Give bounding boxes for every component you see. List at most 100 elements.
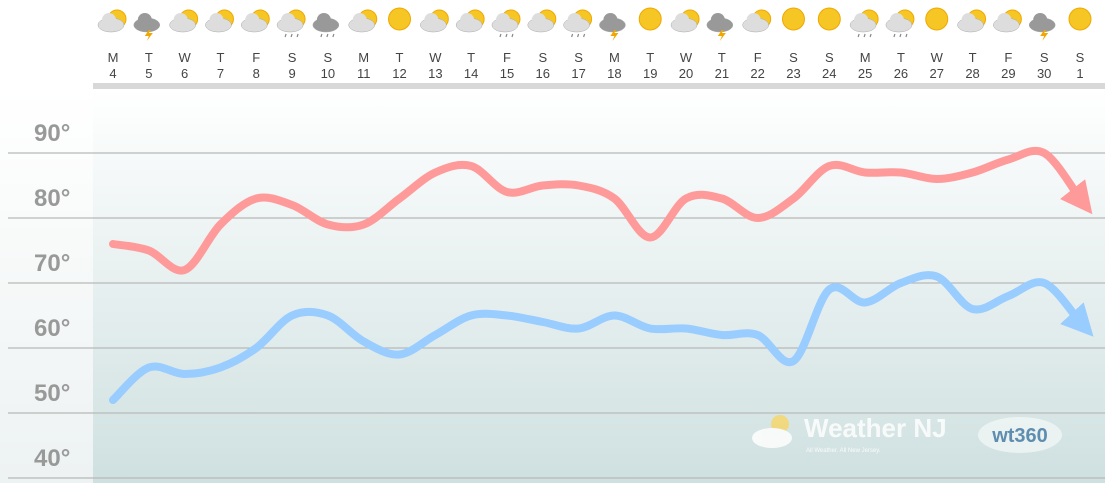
- weekday-label: M: [108, 50, 119, 65]
- date-label: 19: [643, 66, 657, 81]
- weekday-label: M: [609, 50, 620, 65]
- icon-bolt: [1040, 30, 1049, 41]
- icon-cloud: [603, 13, 618, 27]
- weather-icon: [312, 13, 340, 38]
- date-label: 28: [965, 66, 979, 81]
- weather-icon: [527, 9, 557, 33]
- weekday-label: M: [860, 50, 871, 65]
- icon-sun: [925, 7, 949, 31]
- logo-cloud: [752, 428, 792, 448]
- weather-icon: [849, 9, 879, 38]
- left-margin: [0, 88, 93, 483]
- weekday-label: S: [538, 50, 547, 65]
- date-label: 21: [715, 66, 729, 81]
- weekday-label: S: [789, 50, 798, 65]
- weekday-label: F: [1004, 50, 1012, 65]
- icon-cloud: [316, 13, 331, 27]
- date-label: 18: [607, 66, 621, 81]
- icon-cloud: [495, 13, 510, 27]
- date-label: 11: [357, 66, 371, 81]
- icon-cloud: [889, 13, 904, 27]
- weather-icon: [388, 7, 412, 31]
- icon-cloud: [173, 13, 188, 27]
- icon-cloud: [245, 13, 260, 27]
- header-bar: [93, 83, 1105, 89]
- weather-icon: [241, 9, 270, 33]
- weekday-label: T: [897, 50, 905, 65]
- icon-rain: [571, 33, 586, 38]
- weather-icon: [925, 7, 949, 31]
- icon-cloud: [710, 13, 725, 27]
- weather-icon: [638, 7, 662, 31]
- icon-sun: [817, 7, 841, 31]
- weather-icon: [420, 9, 449, 33]
- weather-icon: [455, 9, 485, 33]
- temperature-line: [109, 271, 1094, 404]
- weekday-label: F: [503, 50, 511, 65]
- icon-bolt: [717, 30, 726, 41]
- icon-cloud: [102, 13, 116, 27]
- icon-cloud: [675, 13, 690, 27]
- watermark: Weather NJ All Weather. All New Jersey. …: [752, 413, 1062, 454]
- date-label: 22: [750, 66, 764, 81]
- icon-cloud: [137, 13, 152, 27]
- date-label: 8: [253, 66, 260, 81]
- y-tick-label: 60°: [34, 315, 70, 342]
- weather-icon: [599, 13, 626, 41]
- y-tick-label: 70°: [34, 250, 70, 277]
- icon-bolt: [610, 30, 619, 41]
- date-label: 15: [500, 66, 514, 81]
- date-label: 26: [894, 66, 908, 81]
- date-label: 4: [109, 66, 116, 81]
- weather-icon: [670, 9, 700, 33]
- date-label: 24: [822, 66, 836, 81]
- icon-cloud: [531, 13, 546, 27]
- icon-sun: [781, 7, 805, 31]
- brand: Weather NJ: [804, 413, 947, 443]
- icon-cloud: [854, 13, 869, 27]
- icon-cloud: [997, 13, 1012, 27]
- weekday-label: T: [396, 50, 404, 65]
- weather-icon: [817, 7, 841, 31]
- icon-rain: [857, 33, 872, 38]
- icon-cloud: [1033, 13, 1048, 27]
- weekday-label: T: [969, 50, 977, 65]
- date-label: 13: [428, 66, 442, 81]
- weekday-label: S: [324, 50, 333, 65]
- weather-icon: [205, 9, 234, 33]
- partner: wt360: [991, 425, 1048, 447]
- weekday-label: S: [825, 50, 834, 65]
- y-tick-label: 90°: [34, 120, 70, 147]
- weekday-label: W: [931, 50, 944, 65]
- weather-icon: [742, 9, 772, 33]
- weather-icon: [276, 9, 306, 38]
- weekday-label: T: [646, 50, 654, 65]
- icon-cloud: [961, 13, 976, 27]
- icon-sun: [638, 7, 662, 31]
- date-label: 9: [288, 66, 295, 81]
- weather-icon: [169, 9, 199, 33]
- icon-cloud: [281, 13, 296, 27]
- icon-cloud: [209, 13, 224, 27]
- weather-icon: [957, 9, 987, 33]
- date-label: 5: [145, 66, 152, 81]
- weekday-label: S: [288, 50, 297, 65]
- weather-icon: [1068, 7, 1092, 31]
- icon-rain: [284, 33, 299, 38]
- date-label: 30: [1037, 66, 1051, 81]
- icon-cloud: [567, 13, 582, 27]
- weather-icon: [491, 9, 521, 38]
- y-tick-label: 80°: [34, 185, 70, 212]
- date-label: 12: [392, 66, 406, 81]
- weekday-label: S: [1040, 50, 1049, 65]
- icon-rain: [499, 33, 514, 38]
- weekday-label: T: [216, 50, 224, 65]
- weather-icon: [97, 9, 127, 33]
- weather-icon: [1028, 13, 1056, 41]
- icon-cloud: [352, 13, 367, 27]
- date-label: 27: [930, 66, 944, 81]
- date-label: 20: [679, 66, 693, 81]
- y-tick-label: 50°: [34, 380, 70, 407]
- date-label: 7: [217, 66, 224, 81]
- tagline: All Weather. All New Jersey.: [806, 448, 881, 454]
